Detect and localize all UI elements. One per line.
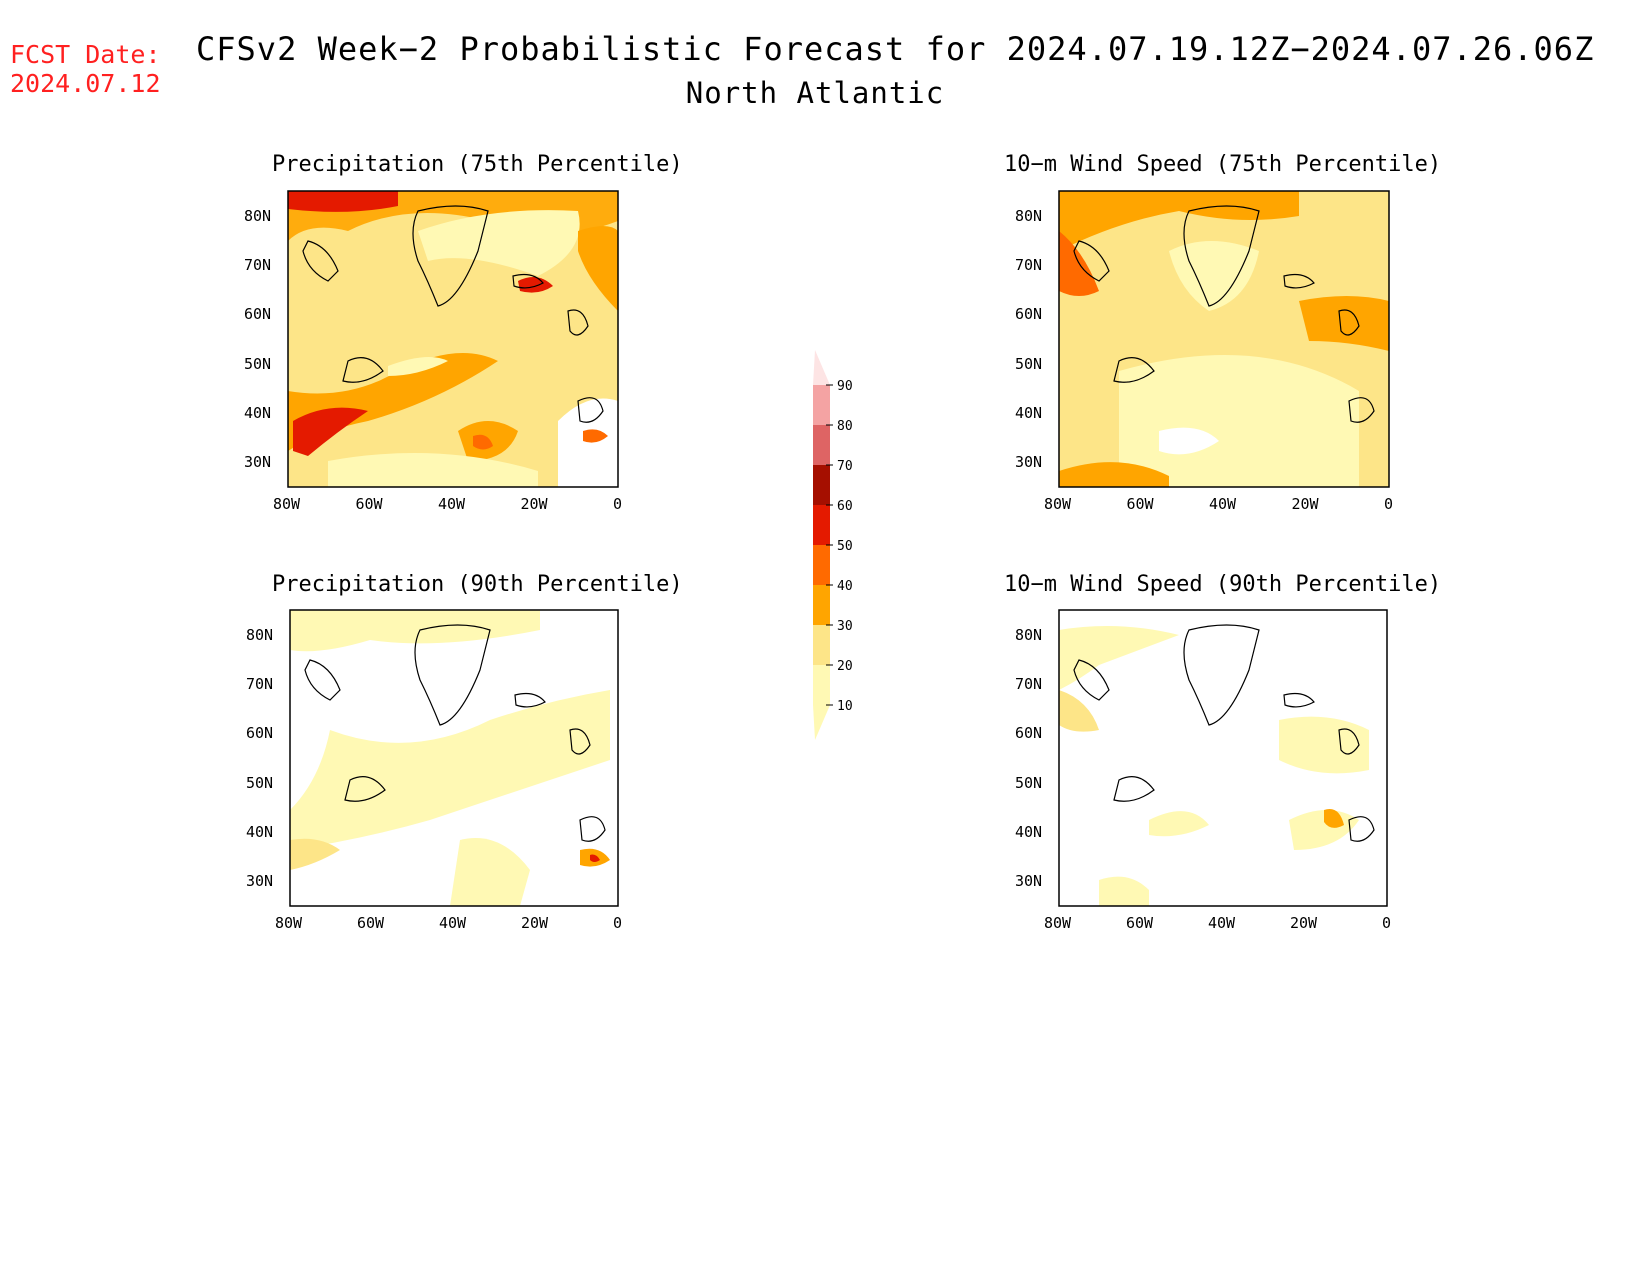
lat-tick-label: 60N [244, 305, 272, 324]
colorbar-label: 80 [837, 419, 853, 434]
panel-title-wind-90: 10−m Wind Speed (90th Percentile) [1004, 572, 1442, 597]
panel-title-precip-90: Precipitation (90th Percentile) [272, 572, 683, 597]
lat-tick-label: 40N [1015, 823, 1043, 841]
lon-tick-label: 0 [1384, 495, 1394, 513]
colorbar-segment [813, 425, 830, 465]
lat-tick-label: 30N [1015, 453, 1043, 472]
colorbar-label: 60 [837, 499, 853, 514]
forecast-date: FCST Date: 2024.07.12 [10, 40, 161, 98]
lat-tick-label: 50N [1015, 354, 1043, 373]
lat-tick-label: 30N [244, 453, 272, 472]
lat-tick-label: 40N [1015, 404, 1043, 422]
lat-tick-label: 80N [1015, 625, 1043, 644]
lat-tick-label: 60N [1015, 724, 1043, 743]
lon-tick-label: 40W [1208, 914, 1236, 932]
lat-tick-label: 60N [246, 724, 274, 743]
lon-tick-label: 40W [1209, 495, 1237, 513]
lon-tick-label: 20W [520, 495, 548, 513]
panel-title-precip-75: Precipitation (75th Percentile) [272, 152, 683, 177]
colorbar-segment [813, 625, 830, 665]
colorbar-label: 30 [837, 619, 853, 634]
lat-tick-label: 50N [1015, 773, 1043, 792]
lon-tick-label: 0 [613, 914, 623, 932]
lon-tick-label: 60W [1126, 914, 1154, 932]
lat-tick-label: 40N [244, 404, 272, 422]
colorbar-segment [813, 665, 830, 705]
colorbar-segment [813, 505, 830, 545]
lat-tick-label: 70N [1015, 256, 1043, 274]
colorbar-label: 90 [837, 379, 853, 394]
colorbar-label: 20 [837, 659, 853, 674]
lon-tick-label: 0 [613, 495, 623, 513]
lon-tick-label: 20W [1290, 914, 1318, 932]
lat-tick-label: 40N [246, 823, 274, 841]
forecast-date-label: FCST Date: [10, 40, 161, 69]
lon-tick-label: 80W [273, 495, 301, 513]
lon-tick-label: 60W [357, 914, 385, 932]
colorbar-label: 10 [837, 699, 853, 714]
panel-title-wind-75: 10−m Wind Speed (75th Percentile) [1004, 152, 1442, 177]
lon-tick-label: 60W [355, 495, 383, 513]
colorbar-lower-extension [813, 705, 830, 740]
lon-tick-label: 80W [275, 914, 303, 932]
colorbar-segment [813, 585, 830, 625]
colorbar-label: 70 [837, 459, 853, 474]
map-precip-75 [287, 190, 619, 488]
colorbar-segment [813, 545, 830, 585]
colorbar-upper-extension [813, 350, 830, 385]
lat-tick-label: 50N [246, 773, 274, 792]
lat-tick-label: 30N [1015, 872, 1043, 891]
forecast-date-value: 2024.07.12 [10, 69, 161, 98]
lat-tick-label: 80N [244, 206, 272, 225]
lat-tick-label: 70N [244, 256, 272, 274]
lat-tick-label: 30N [246, 872, 274, 891]
lat-tick-label: 70N [1015, 675, 1043, 693]
region-title: North Atlantic [685, 76, 945, 110]
lat-tick-label: 60N [1015, 305, 1043, 324]
lon-tick-label: 40W [438, 495, 466, 513]
map-wind-90 [1058, 609, 1388, 907]
colorbar-segment [813, 385, 830, 425]
colorbar: 10 20 30 40 50 60 70 80 90 [813, 350, 853, 740]
lat-tick-label: 80N [1015, 206, 1043, 225]
map-precip-90 [289, 609, 619, 907]
lat-tick-label: 80N [246, 625, 274, 644]
lat-tick-label: 50N [244, 354, 272, 373]
lon-tick-label: 80W [1044, 914, 1072, 932]
lat-tick-label: 70N [246, 675, 274, 693]
lon-tick-label: 20W [521, 914, 549, 932]
lon-tick-label: 80W [1044, 495, 1072, 513]
lon-tick-label: 0 [1382, 914, 1392, 932]
map-wind-75 [1058, 190, 1390, 488]
colorbar-segment [813, 465, 830, 505]
main-title: CFSv2 Week−2 Probabilistic Forecast for … [196, 30, 1595, 68]
colorbar-label: 40 [837, 579, 853, 594]
lon-tick-label: 20W [1291, 495, 1319, 513]
colorbar-label: 50 [837, 539, 853, 554]
lon-tick-label: 40W [439, 914, 467, 932]
lon-tick-label: 60W [1126, 495, 1154, 513]
